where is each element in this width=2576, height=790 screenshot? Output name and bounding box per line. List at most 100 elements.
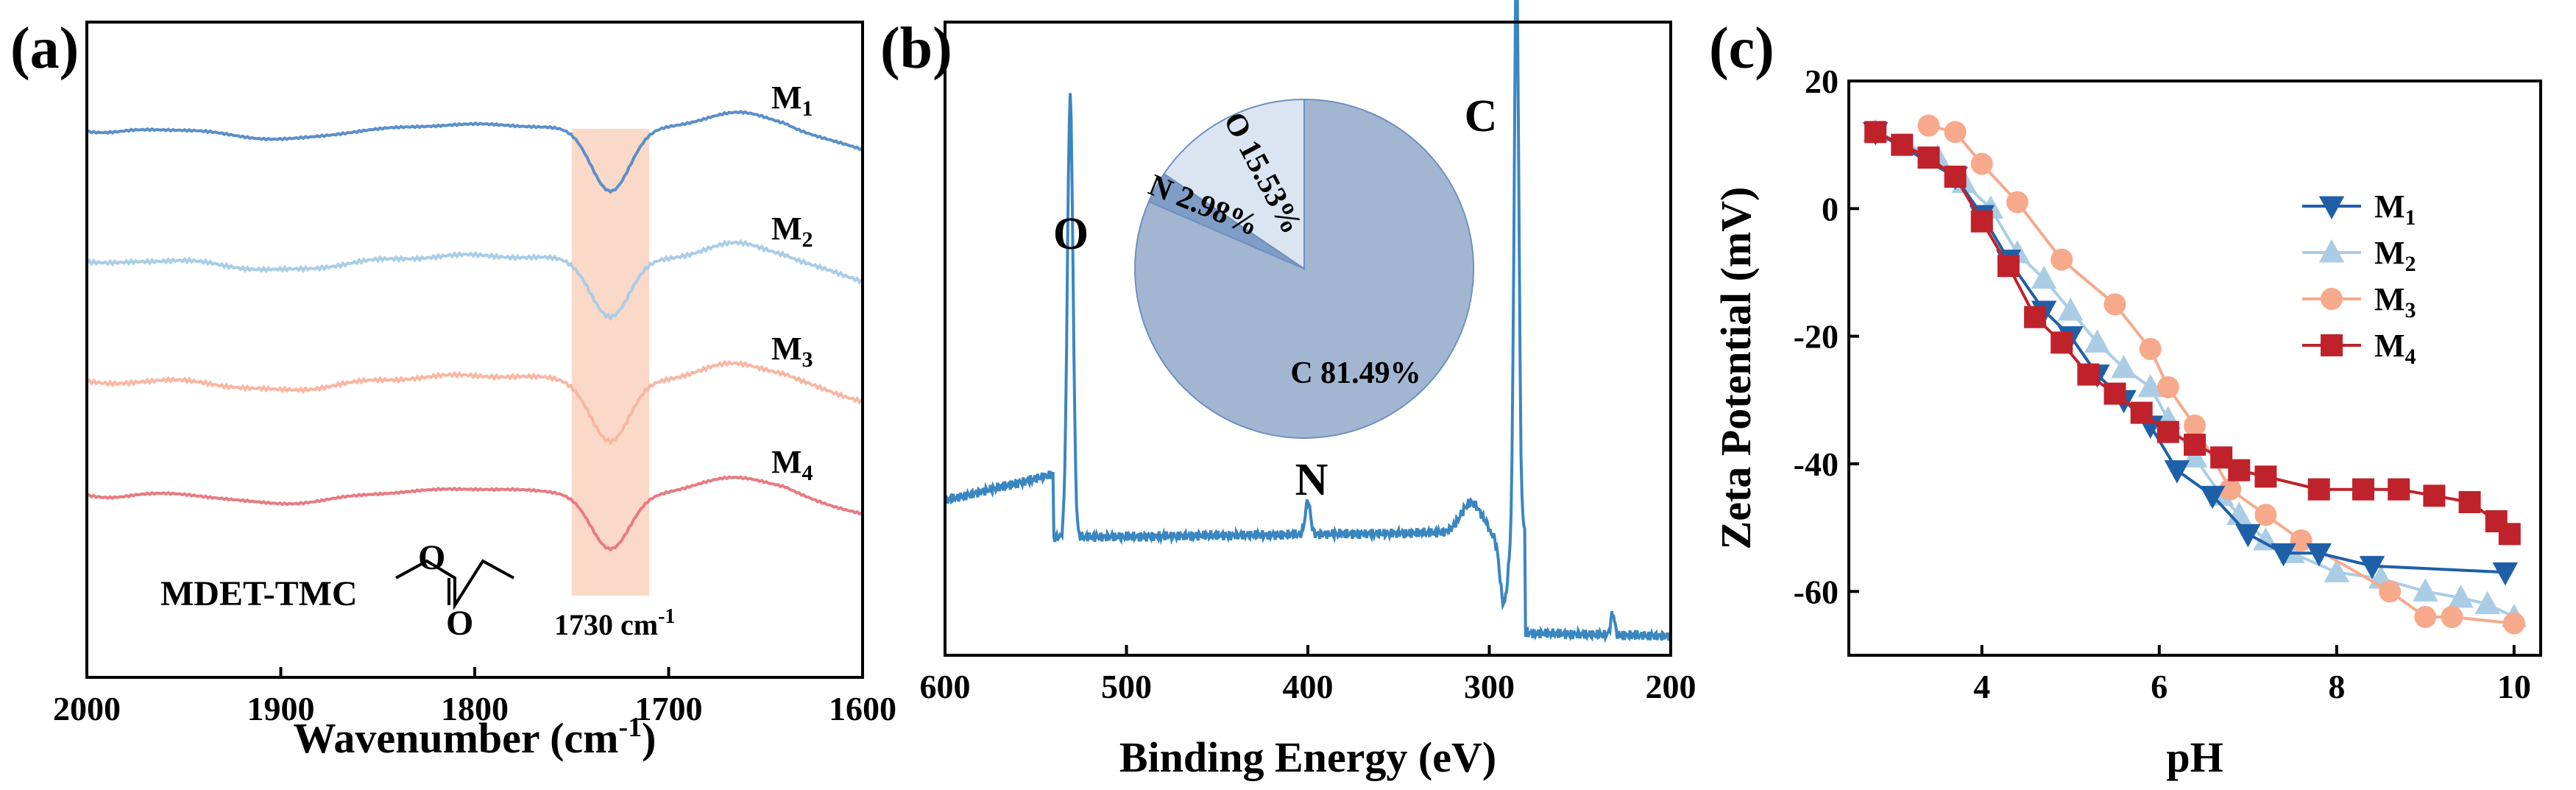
x-axis-title-end: ) xyxy=(642,714,656,762)
legend-label-M3-sub: 3 xyxy=(2405,298,2416,322)
band-label: 1730 cm-1 xyxy=(554,605,675,641)
x-tick-label: 8 xyxy=(2328,668,2345,705)
y-tick-label: -20 xyxy=(1794,318,1839,356)
data-point xyxy=(2156,376,2179,398)
axis-ticks: 4 6 8 10 20 0 -20 -40 -60 xyxy=(1794,63,2531,705)
plot-frame xyxy=(1847,80,2542,657)
data-point xyxy=(2458,491,2481,513)
data-point xyxy=(2024,306,2047,328)
x-tick-label: 300 xyxy=(1464,668,1515,705)
legend-label-M1-main: M xyxy=(2374,188,2405,225)
pie-label-C: C 81.49% xyxy=(1290,356,1420,390)
data-point xyxy=(2077,363,2100,386)
x-tick-label: 200 xyxy=(1646,668,1696,705)
legend-label-M2: M2 xyxy=(2374,235,2416,276)
peak-label-C: C xyxy=(1465,91,1498,141)
data-point xyxy=(2031,265,2057,289)
legend-label-M3-main: M xyxy=(2374,281,2405,317)
data-point xyxy=(2111,355,2137,378)
data-point xyxy=(2006,191,2028,214)
y-tick-label: 20 xyxy=(1805,63,1839,100)
xps-spectrum-line xyxy=(944,0,1672,643)
x-tick-label: 1600 xyxy=(829,690,896,727)
panel-b: (b) O N C C 81.49%N 2.98%O 15.53% 600 500 40… xyxy=(880,0,1696,781)
x-tick-label: 2000 xyxy=(53,690,121,727)
series-label-M1-sub: 1 xyxy=(802,96,813,121)
y-tick-label: -60 xyxy=(1794,573,1839,610)
band-label-text: 1730 cm xyxy=(554,608,658,641)
data-point xyxy=(1917,147,1940,169)
x-tick-label: 1800 xyxy=(441,690,509,727)
ir-line-M1 xyxy=(86,110,863,194)
zeta-line-M3 xyxy=(1928,124,2515,625)
series-label-M1-main: M xyxy=(771,80,802,116)
data-point xyxy=(2423,484,2446,507)
molecule-atom-label: O xyxy=(418,538,445,577)
series-label-M2-main: M xyxy=(771,211,802,247)
data-point xyxy=(2156,420,2179,443)
x-axis-title: pH xyxy=(2166,733,2223,781)
data-point xyxy=(2139,338,2162,360)
data-point xyxy=(2050,248,2073,271)
x-tick-label: 400 xyxy=(1283,668,1334,705)
data-point xyxy=(2219,478,2242,501)
data-point xyxy=(2137,374,2163,398)
legend-label-M3: M3 xyxy=(2374,281,2416,322)
data-point xyxy=(2228,459,2251,482)
data-point xyxy=(2306,543,2332,567)
data-point xyxy=(2103,382,2126,405)
legend-marker-M3 xyxy=(2321,288,2343,310)
data-point xyxy=(1864,121,1887,144)
x-tick-label: 600 xyxy=(920,668,971,705)
data-point xyxy=(2103,293,2126,316)
x-tick-label: 4 xyxy=(1973,668,1990,705)
data-point xyxy=(2254,504,2277,526)
legend-label-M4-main: M xyxy=(2374,328,2405,364)
data-point xyxy=(2184,434,2206,456)
x-axis-title-text: Wavenumber (cm xyxy=(294,714,619,762)
series-label-M1: M1 xyxy=(771,80,813,121)
y-tick-label: -40 xyxy=(1794,445,1839,483)
data-point xyxy=(2388,478,2410,501)
x-axis-title: Wavenumber (cm-1) xyxy=(294,712,657,762)
data-point xyxy=(2199,485,2226,509)
zeta-series-M3 xyxy=(1917,114,2525,635)
data-point xyxy=(2498,523,2521,546)
data-point xyxy=(2184,415,2206,437)
data-point xyxy=(2164,460,2190,484)
ir-series-group xyxy=(85,110,863,552)
legend-label-M1: M1 xyxy=(2374,188,2416,230)
y-tick-label: 0 xyxy=(1822,190,1839,228)
data-point xyxy=(1917,114,1940,137)
peak-labels: O N C xyxy=(1053,91,1498,505)
x-tick-label: 10 xyxy=(2497,668,2531,705)
panel-c-label: (c) xyxy=(1709,16,1774,81)
data-point xyxy=(2474,590,2500,615)
legend-label-M4-sub: 4 xyxy=(2405,345,2416,369)
data-point xyxy=(2379,580,2402,603)
data-point xyxy=(2414,606,2437,628)
zeta-series-group xyxy=(1862,114,2527,635)
data-point xyxy=(2271,543,2296,567)
series-label-M4: M4 xyxy=(771,444,813,485)
legend-label-M4: M4 xyxy=(2374,328,2416,369)
x-tick-label: 500 xyxy=(1101,668,1152,705)
data-point xyxy=(2290,529,2313,551)
data-point xyxy=(1970,210,1993,233)
peak-label-N: N xyxy=(1295,455,1328,505)
legend-marker-M2 xyxy=(2318,239,2345,263)
ir-line-M4 xyxy=(86,475,863,552)
band-highlight xyxy=(571,129,650,596)
data-point xyxy=(2307,478,2330,501)
y-axis-title: Zeta Potential (mV) xyxy=(1712,187,1760,550)
ir-line-M3 xyxy=(85,359,863,446)
x-tick-label: 1700 xyxy=(635,690,703,727)
data-point xyxy=(2324,559,2350,582)
ir-line-M2 xyxy=(85,239,863,322)
series-label-M3-main: M xyxy=(771,331,802,367)
